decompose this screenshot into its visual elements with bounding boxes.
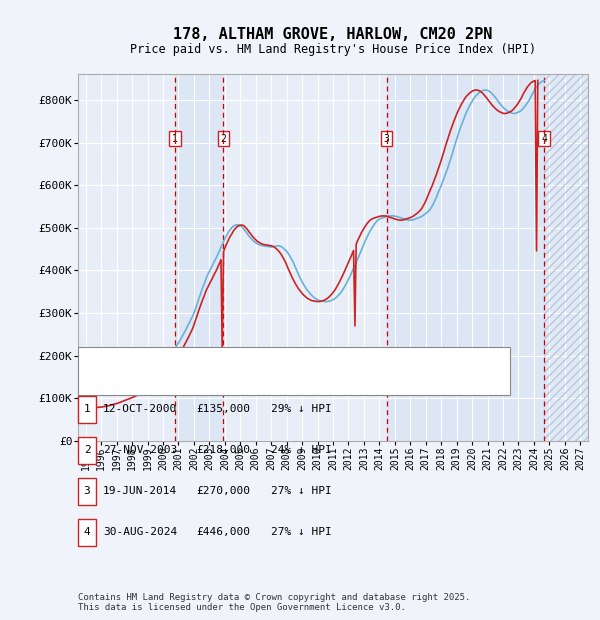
Text: 3: 3 xyxy=(83,486,91,496)
Text: 27% ↓ HPI: 27% ↓ HPI xyxy=(271,486,332,496)
Text: £270,000: £270,000 xyxy=(196,486,250,496)
Text: 24% ↓ HPI: 24% ↓ HPI xyxy=(271,445,332,455)
Text: 19-JUN-2014: 19-JUN-2014 xyxy=(103,486,178,496)
Text: 30-AUG-2024: 30-AUG-2024 xyxy=(103,527,178,537)
Text: £446,000: £446,000 xyxy=(196,527,250,537)
Text: 4: 4 xyxy=(83,527,91,537)
Bar xyxy=(175,74,223,441)
Text: 4: 4 xyxy=(541,133,547,144)
Text: 1: 1 xyxy=(83,404,91,414)
Text: Price paid vs. HM Land Registry's House Price Index (HPI): Price paid vs. HM Land Registry's House … xyxy=(130,43,536,56)
Text: 178, ALTHAM GROVE, HARLOW, CM20 2PN: 178, ALTHAM GROVE, HARLOW, CM20 2PN xyxy=(173,27,493,42)
Text: 1: 1 xyxy=(172,133,178,144)
Bar xyxy=(386,74,544,441)
Text: 3: 3 xyxy=(383,133,389,144)
Text: 29% ↓ HPI: 29% ↓ HPI xyxy=(271,404,332,414)
Text: 12-OCT-2000: 12-OCT-2000 xyxy=(103,404,178,414)
Text: Contains HM Land Registry data © Crown copyright and database right 2025.
This d: Contains HM Land Registry data © Crown c… xyxy=(78,593,470,612)
Text: HPI: Average price, detached house, Harlow: HPI: Average price, detached house, Harl… xyxy=(113,378,376,388)
Bar xyxy=(544,74,588,441)
Text: 27-NOV-2003: 27-NOV-2003 xyxy=(103,445,178,455)
Text: 2: 2 xyxy=(83,445,91,455)
Text: 27% ↓ HPI: 27% ↓ HPI xyxy=(271,527,332,537)
Text: ——: —— xyxy=(89,353,106,366)
Bar xyxy=(544,74,588,441)
Text: £218,000: £218,000 xyxy=(196,445,250,455)
Text: ——: —— xyxy=(89,376,106,390)
Text: 2: 2 xyxy=(220,133,226,144)
Text: £135,000: £135,000 xyxy=(196,404,250,414)
Text: 178, ALTHAM GROVE, HARLOW, CM20 2PN (detached house): 178, ALTHAM GROVE, HARLOW, CM20 2PN (det… xyxy=(113,355,438,365)
